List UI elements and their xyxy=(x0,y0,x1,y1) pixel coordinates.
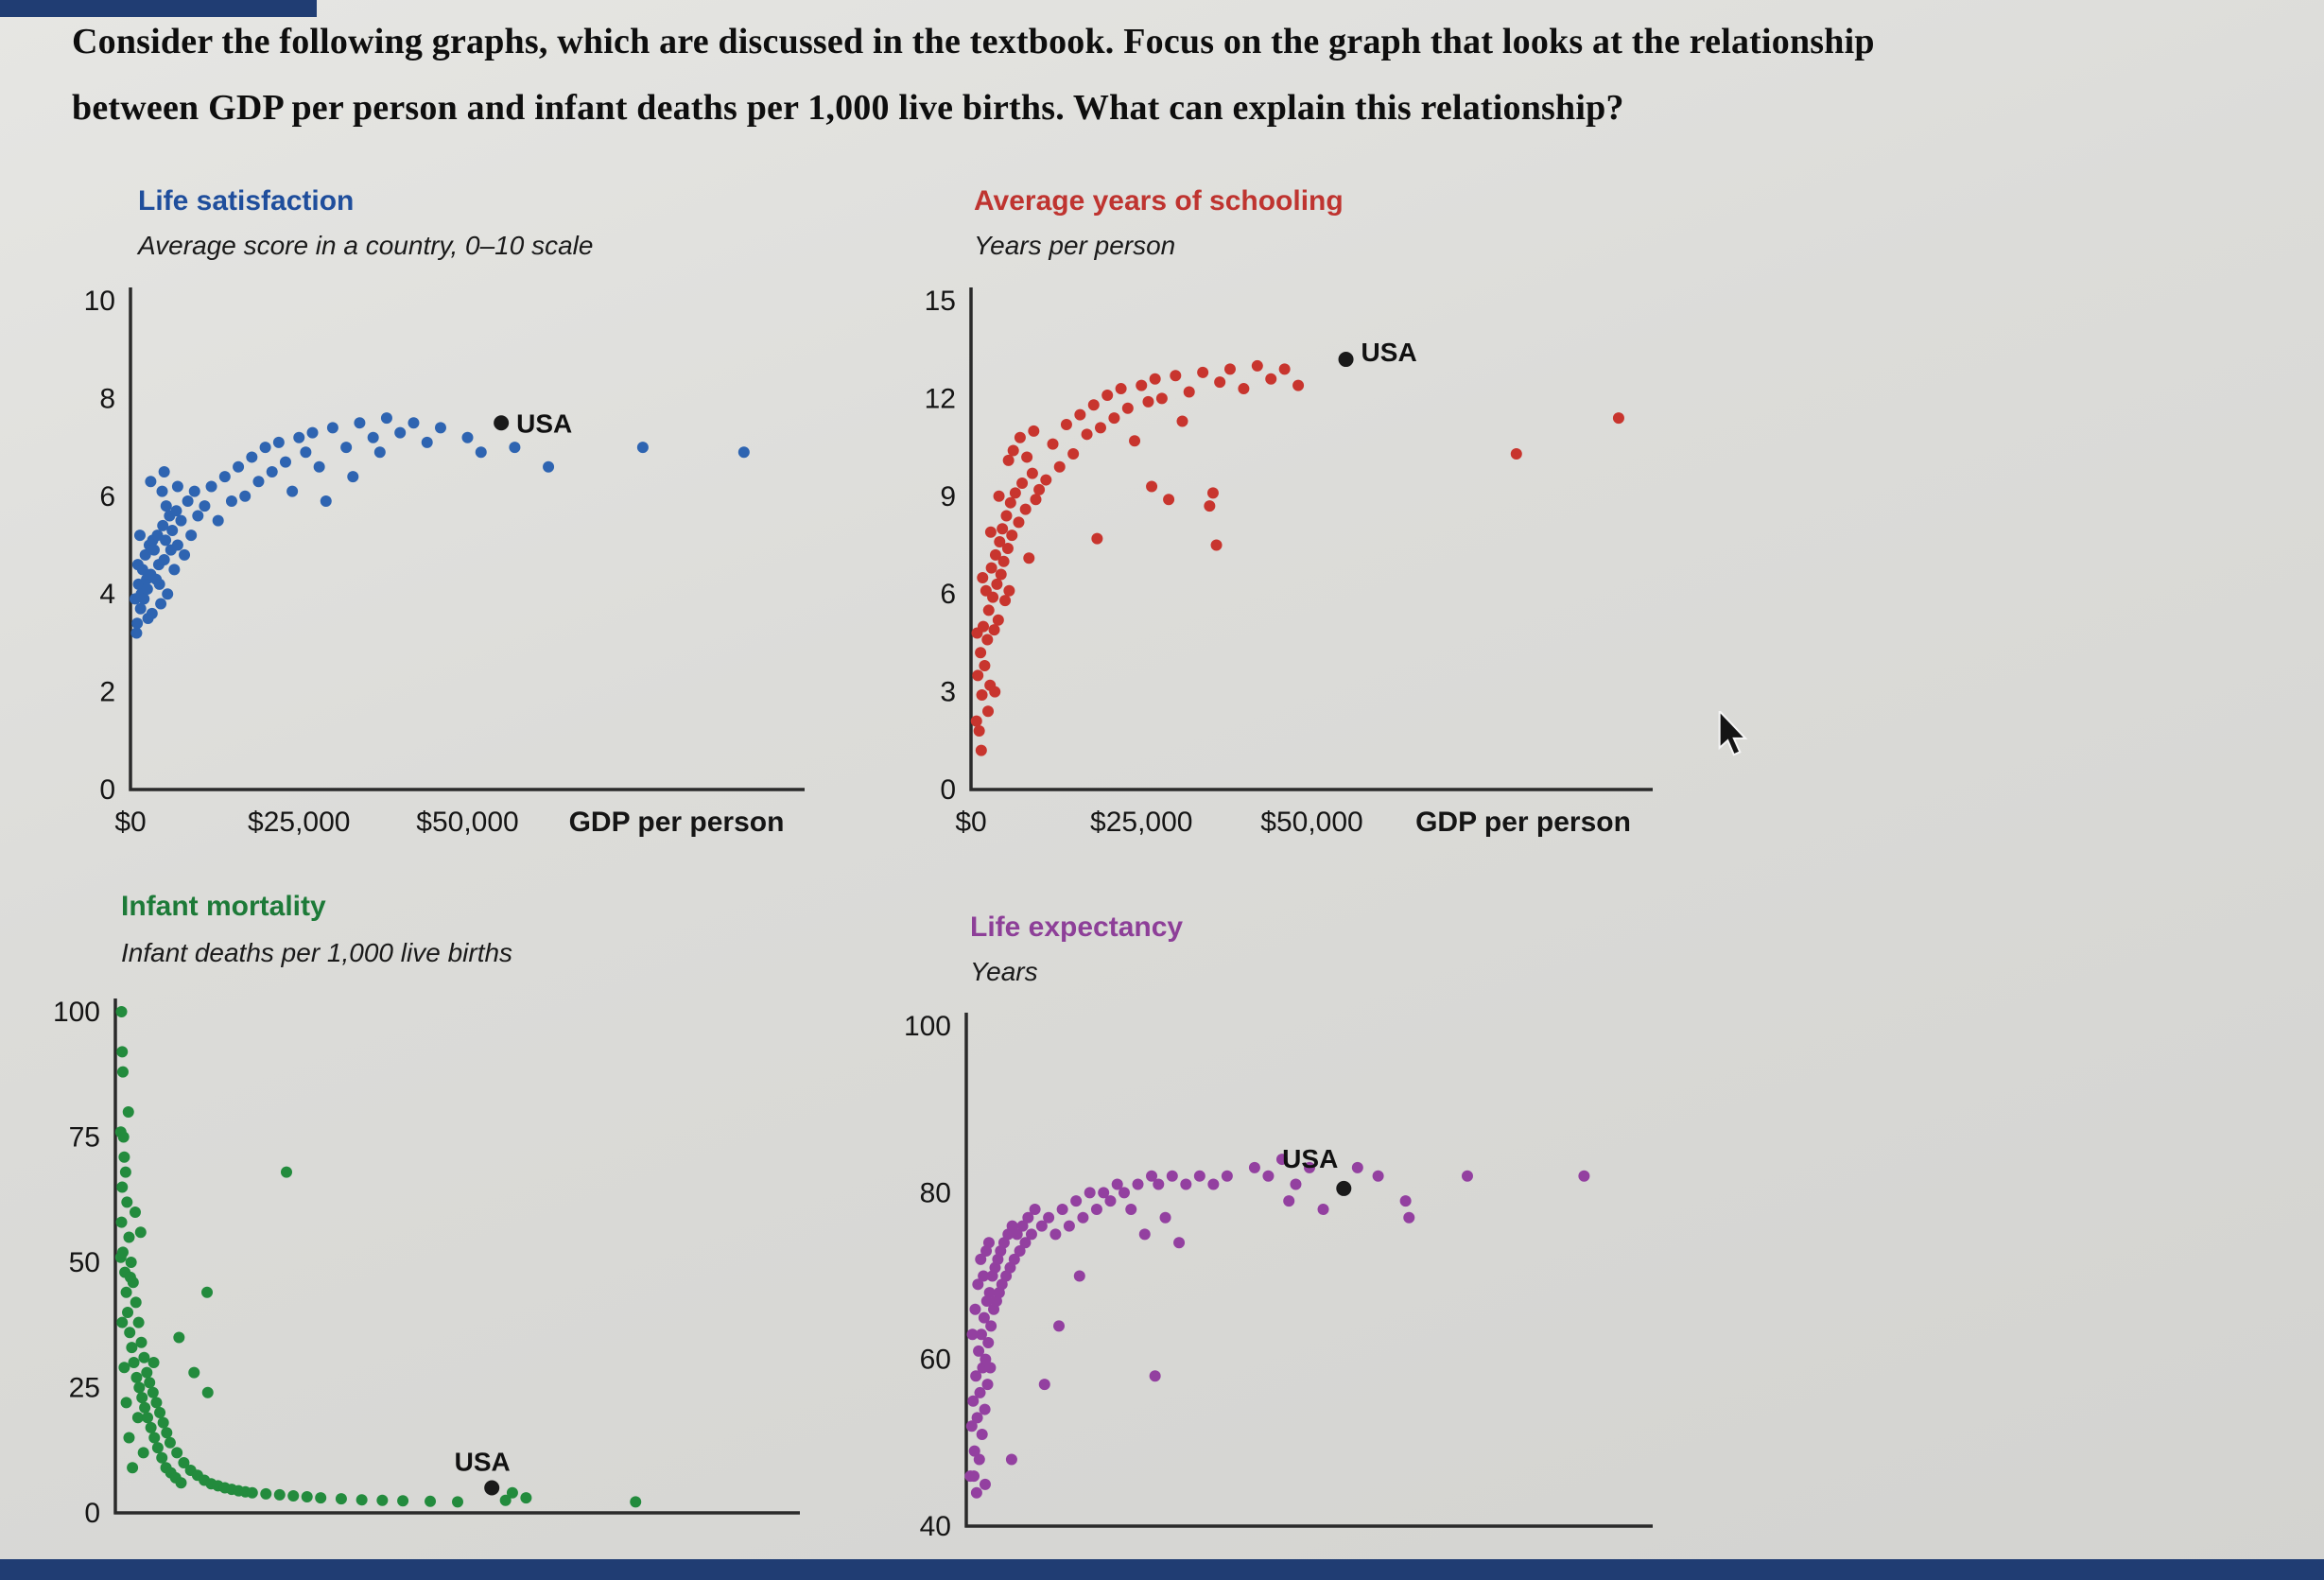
life-satisfaction-plot: 0 2 4 6 8 10 $0 $25,000 $50,000 GDP per person USA xyxy=(84,286,805,838)
schooling-subtitle: Years per person xyxy=(974,231,1176,260)
infant-mortality-plot: 0 25 50 75 100 USA xyxy=(53,997,800,1529)
svg-text:GDP per person: GDP per person xyxy=(569,807,785,838)
mouse-cursor-icon xyxy=(1718,711,1748,756)
schooling-plot: 0 3 6 9 12 15 $0 $25,000 $50,000 GDP per person US… xyxy=(925,286,1653,838)
schooling-title: Average years of schooling xyxy=(974,185,1344,217)
svg-text:6: 6 xyxy=(940,579,956,610)
svg-text:12: 12 xyxy=(925,383,956,414)
svg-text:10: 10 xyxy=(84,286,115,317)
svg-text:3: 3 xyxy=(940,677,956,708)
svg-text:USA: USA xyxy=(1361,338,1417,367)
svg-text:100: 100 xyxy=(904,1011,951,1042)
svg-text:15: 15 xyxy=(925,286,956,317)
svg-text:GDP per person: GDP per person xyxy=(1415,807,1631,838)
svg-text:0: 0 xyxy=(99,774,115,806)
svg-text:0: 0 xyxy=(940,774,956,806)
svg-text:40: 40 xyxy=(920,1511,951,1542)
cropped-header-bar xyxy=(0,0,317,17)
svg-text:75: 75 xyxy=(69,1122,100,1154)
svg-text:USA: USA xyxy=(1282,1144,1338,1173)
infant-mortality-title: Infant mortality xyxy=(121,891,326,922)
svg-text:$50,000: $50,000 xyxy=(1260,807,1362,838)
svg-text:USA: USA xyxy=(455,1448,511,1477)
bottom-navy-bar xyxy=(0,1559,2324,1580)
svg-text:$25,000: $25,000 xyxy=(248,807,350,838)
svg-text:0: 0 xyxy=(84,1498,100,1529)
svg-text:$50,000: $50,000 xyxy=(416,807,518,838)
life-expectancy-title: Life expectancy xyxy=(970,912,1184,943)
svg-text:$0: $0 xyxy=(955,807,986,838)
question-text-line1: Consider the following graphs, which are… xyxy=(72,22,1875,61)
svg-text:USA: USA xyxy=(516,408,572,438)
svg-text:4: 4 xyxy=(99,579,115,610)
infant-mortality-subtitle: Infant deaths per 1,000 live births xyxy=(121,938,513,967)
svg-text:60: 60 xyxy=(920,1345,951,1376)
life-expectancy-plot: 40 60 80 100 USA xyxy=(904,1011,1653,1542)
svg-text:$0: $0 xyxy=(114,807,146,838)
question-text-line2: between GDP per person and infant deaths… xyxy=(72,88,1624,128)
svg-text:25: 25 xyxy=(69,1373,100,1404)
svg-text:6: 6 xyxy=(99,481,115,512)
svg-text:2: 2 xyxy=(99,677,115,708)
svg-text:$25,000: $25,000 xyxy=(1090,807,1192,838)
life-satisfaction-subtitle: Average score in a country, 0–10 scale xyxy=(138,231,594,260)
svg-text:100: 100 xyxy=(53,997,100,1028)
life-satisfaction-title: Life satisfaction xyxy=(138,185,355,217)
svg-text:80: 80 xyxy=(920,1177,951,1208)
svg-text:50: 50 xyxy=(69,1247,100,1278)
life-expectancy-subtitle: Years xyxy=(970,957,1038,986)
svg-text:9: 9 xyxy=(940,481,956,512)
svg-text:8: 8 xyxy=(99,383,115,414)
